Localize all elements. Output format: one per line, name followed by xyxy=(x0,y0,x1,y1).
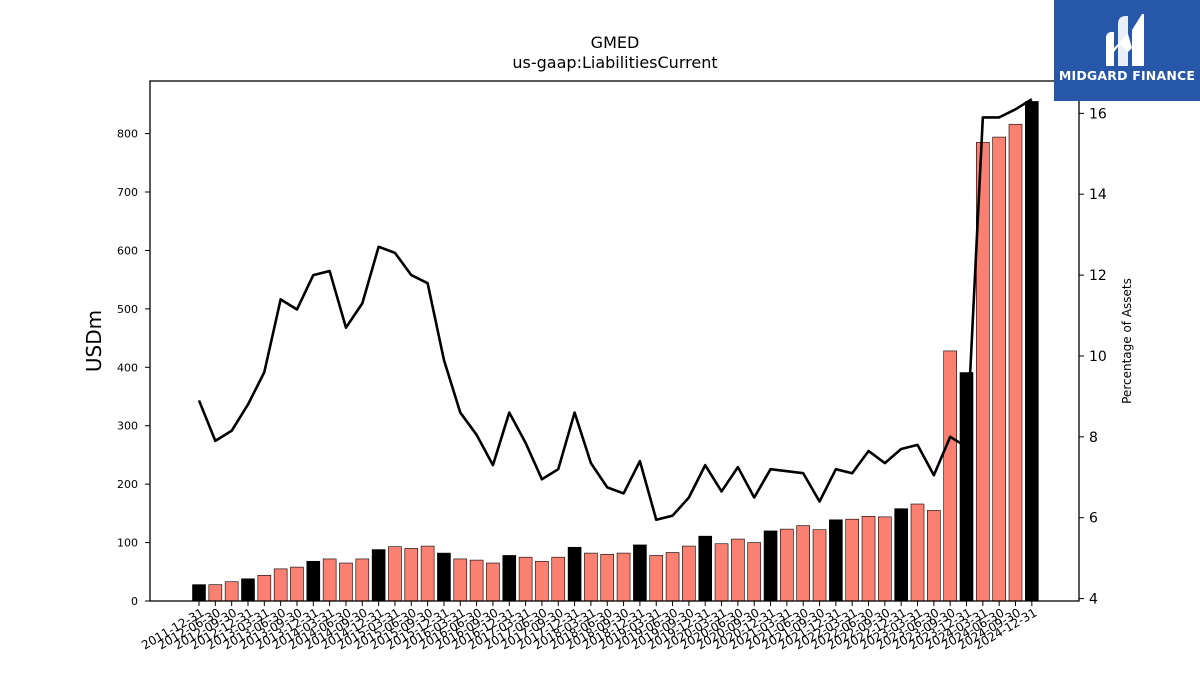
y-tick-label: 500 xyxy=(117,303,138,316)
bar-2021-09-30 xyxy=(812,529,827,602)
y2-tick-label: 10 xyxy=(1089,349,1107,365)
y2-tick-label: 16 xyxy=(1089,106,1107,122)
y-tick-label: 700 xyxy=(117,186,138,199)
y-tick-label: 600 xyxy=(117,244,138,257)
bar-2024-09-30 xyxy=(1008,123,1023,602)
y-tick-label: 100 xyxy=(117,537,138,550)
y-tick-label: 200 xyxy=(117,478,138,491)
bar-2015-03-31 xyxy=(388,546,402,602)
bar-2022-03-31 xyxy=(845,518,860,602)
y-tick-label: 0 xyxy=(131,595,138,608)
bar-2023-06-30 xyxy=(927,510,941,602)
bar-2018-12-31 xyxy=(633,544,647,602)
y2-tick-label: 6 xyxy=(1089,511,1098,527)
bar-2014-12-31 xyxy=(371,549,386,602)
bar-2013-06-30 xyxy=(273,568,288,602)
bar-2012-09-30 xyxy=(224,581,239,602)
y-tick-label: 300 xyxy=(117,420,138,433)
bar-2020-03-31 xyxy=(714,543,729,602)
bar-2015-06-30 xyxy=(404,548,419,602)
bar-2014-06-30 xyxy=(339,562,353,602)
bar-2017-12-31 xyxy=(567,546,582,602)
bar-2015-12-31 xyxy=(437,552,451,602)
line-group xyxy=(197,98,1033,522)
bar-2016-03-31 xyxy=(453,558,468,602)
bar-2012-12-31 xyxy=(241,578,255,602)
y-axis-label: USDm xyxy=(82,310,106,372)
bar-2021-06-30 xyxy=(796,525,811,602)
plot-frame xyxy=(149,80,1080,602)
bar-2020-06-30 xyxy=(731,538,745,602)
bar-2011-12-31 xyxy=(192,584,206,602)
bar-group xyxy=(192,101,1039,602)
midgard-m-logo-icon xyxy=(1106,14,1144,66)
bar-2021-12-31 xyxy=(829,519,843,602)
bar-2013-03-31 xyxy=(257,574,272,602)
y2-axis-label: Percentage of Assets xyxy=(1120,278,1134,404)
chart-subtitle: us-gaap:LiabilitiesCurrent xyxy=(512,53,717,72)
bar-2022-09-30 xyxy=(878,516,892,602)
bar-2023-12-31 xyxy=(959,372,974,602)
chart-title: GMED xyxy=(591,33,640,52)
bar-2014-03-31 xyxy=(322,558,337,602)
bar-2018-03-31 xyxy=(584,552,598,602)
bar-2019-03-31 xyxy=(649,555,664,602)
y2-tick-label: 14 xyxy=(1089,187,1107,203)
bar-2023-09-30 xyxy=(943,350,957,602)
x-tick-labels: 2011-12-312012-06-302012-09-302012-12-31… xyxy=(139,601,1039,652)
bar-2019-09-30 xyxy=(682,545,696,602)
bar-2013-12-31 xyxy=(306,560,321,602)
brand-logo: MIDGARD FINANCE xyxy=(1054,0,1200,101)
bar-2016-12-31 xyxy=(502,555,517,602)
y2-tick-label: 4 xyxy=(1089,592,1098,608)
y2-tick-label: 8 xyxy=(1089,430,1098,446)
bar-2024-12-31 xyxy=(1025,101,1039,602)
bar-2019-12-31 xyxy=(698,535,713,602)
bar-2017-06-30 xyxy=(535,560,549,602)
bar-2019-06-30 xyxy=(665,552,680,602)
y2-tick-label: 12 xyxy=(1089,268,1107,284)
bar-2022-12-31 xyxy=(894,508,908,602)
bar-2015-09-30 xyxy=(420,545,435,602)
brand-name: MIDGARD FINANCE xyxy=(1058,68,1196,83)
bar-2017-03-31 xyxy=(518,556,533,602)
bar-2018-09-30 xyxy=(616,552,631,602)
y-tick-label: 400 xyxy=(117,361,138,374)
y-tick-label: 800 xyxy=(117,128,138,141)
bar-2016-06-30 xyxy=(469,559,484,602)
bar-2024-06-30 xyxy=(992,136,1006,602)
percentage-of-assets-line xyxy=(197,98,1033,522)
bar-2012-06-30 xyxy=(208,584,223,602)
bar-2020-09-30 xyxy=(747,542,762,602)
bar-2020-12-31 xyxy=(763,530,778,602)
bar-2017-09-30 xyxy=(551,556,566,602)
bar-2018-06-30 xyxy=(600,553,615,602)
bar-2021-03-31 xyxy=(780,528,794,602)
bar-2023-03-31 xyxy=(910,503,925,602)
axes: 0 100 200 300 400 500 600 700 800 4 6 8 10 12 14 16 xyxy=(117,80,1107,608)
bar-2022-06-30 xyxy=(861,515,876,602)
bar-2014-09-30 xyxy=(355,558,370,602)
bar-2016-09-30 xyxy=(486,562,500,602)
bar-2013-09-30 xyxy=(290,566,304,602)
